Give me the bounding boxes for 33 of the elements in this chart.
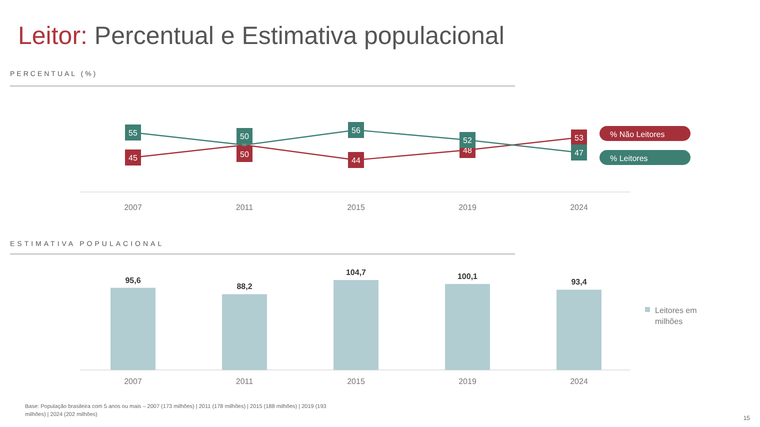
chart-title: Leitor: Percentual e Estimativa populacional	[18, 22, 504, 50]
bar	[110, 288, 156, 370]
data-label: 53	[574, 134, 584, 142]
data-label: 44	[352, 156, 361, 165]
data-label: 47	[574, 148, 584, 158]
data-label: 50	[240, 132, 250, 141]
bar	[334, 280, 378, 370]
data-label: 45	[128, 154, 138, 162]
legend-label: Leitores em milhões	[655, 306, 698, 326]
x-tick-label: 2011	[236, 203, 254, 212]
x-tick-label: 2015	[347, 377, 366, 386]
x-tick-label: 2007	[124, 203, 142, 212]
x-tick-label: 2011	[236, 377, 254, 386]
data-label: 52	[463, 136, 472, 145]
data-label: 50	[240, 150, 250, 159]
bar	[222, 294, 267, 370]
data-label: 100,1	[457, 272, 478, 281]
legend-label: % Leitores	[600, 150, 690, 165]
x-tick-label: 2024	[570, 377, 588, 386]
x-tick-label: 2024	[570, 203, 588, 212]
bar	[445, 284, 490, 370]
bar	[556, 290, 602, 370]
x-tick-label: 2019	[458, 377, 477, 386]
data-label: 56	[352, 126, 361, 135]
data-label: 104,7	[346, 268, 367, 277]
data-label: 95,6	[125, 276, 142, 285]
legend-label: % Não Leitores	[600, 126, 690, 141]
data-label: 55	[128, 128, 138, 138]
x-tick-label: 2019	[458, 203, 477, 212]
x-tick-label: 2007	[124, 377, 142, 386]
data-label: 88,2	[236, 282, 253, 292]
data-label: 93,4	[571, 278, 588, 287]
x-tick-label: 2015	[347, 203, 366, 212]
